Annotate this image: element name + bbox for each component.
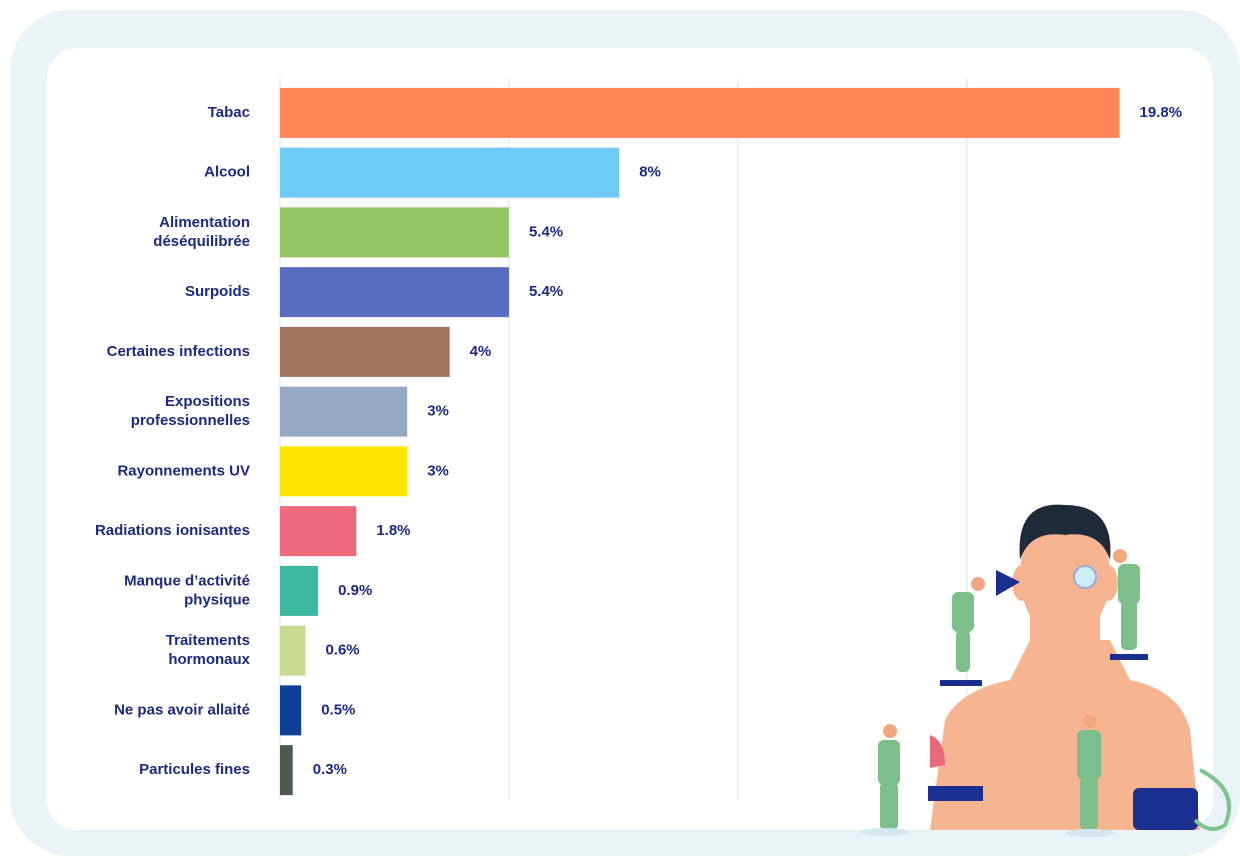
value-label: 0.9%	[338, 582, 372, 599]
bar	[280, 148, 619, 198]
bar	[280, 267, 509, 317]
value-label: 0.5%	[321, 701, 355, 718]
value-label: 8%	[639, 164, 661, 181]
bar	[280, 506, 356, 556]
category-label: Alcool	[204, 164, 250, 181]
category-label: Certaines infections	[107, 343, 250, 360]
category-label: Surpoids	[185, 283, 250, 300]
category-label: Ne pas avoir allaité	[114, 701, 250, 718]
category-label: Rayonnements UV	[117, 462, 250, 479]
value-label: 4%	[470, 343, 492, 360]
chart: Tabac19.8%Alcool8%Alimentationdéséquilib…	[0, 0, 1240, 856]
value-label: 5.4%	[529, 283, 563, 300]
bar	[280, 387, 407, 437]
value-label: 3%	[427, 462, 449, 479]
category-label: Particules fines	[139, 761, 250, 778]
bar	[280, 566, 318, 616]
value-label: 3%	[427, 403, 449, 420]
value-label: 1.8%	[376, 522, 410, 539]
bar	[280, 685, 301, 735]
bar	[280, 207, 509, 257]
value-label: 0.6%	[325, 642, 359, 659]
bar	[280, 88, 1120, 138]
bar	[280, 745, 293, 795]
page: {"chart_data": {"type": "bar", "orientat…	[0, 0, 1240, 856]
bar	[280, 327, 450, 377]
category-label: Radiations ionisantes	[95, 522, 250, 539]
value-label: 5.4%	[529, 223, 563, 240]
bar	[280, 626, 305, 676]
category-label: Tabac	[208, 104, 250, 121]
value-label: 0.3%	[313, 761, 347, 778]
value-label: 19.8%	[1140, 104, 1183, 121]
bar	[280, 446, 407, 496]
